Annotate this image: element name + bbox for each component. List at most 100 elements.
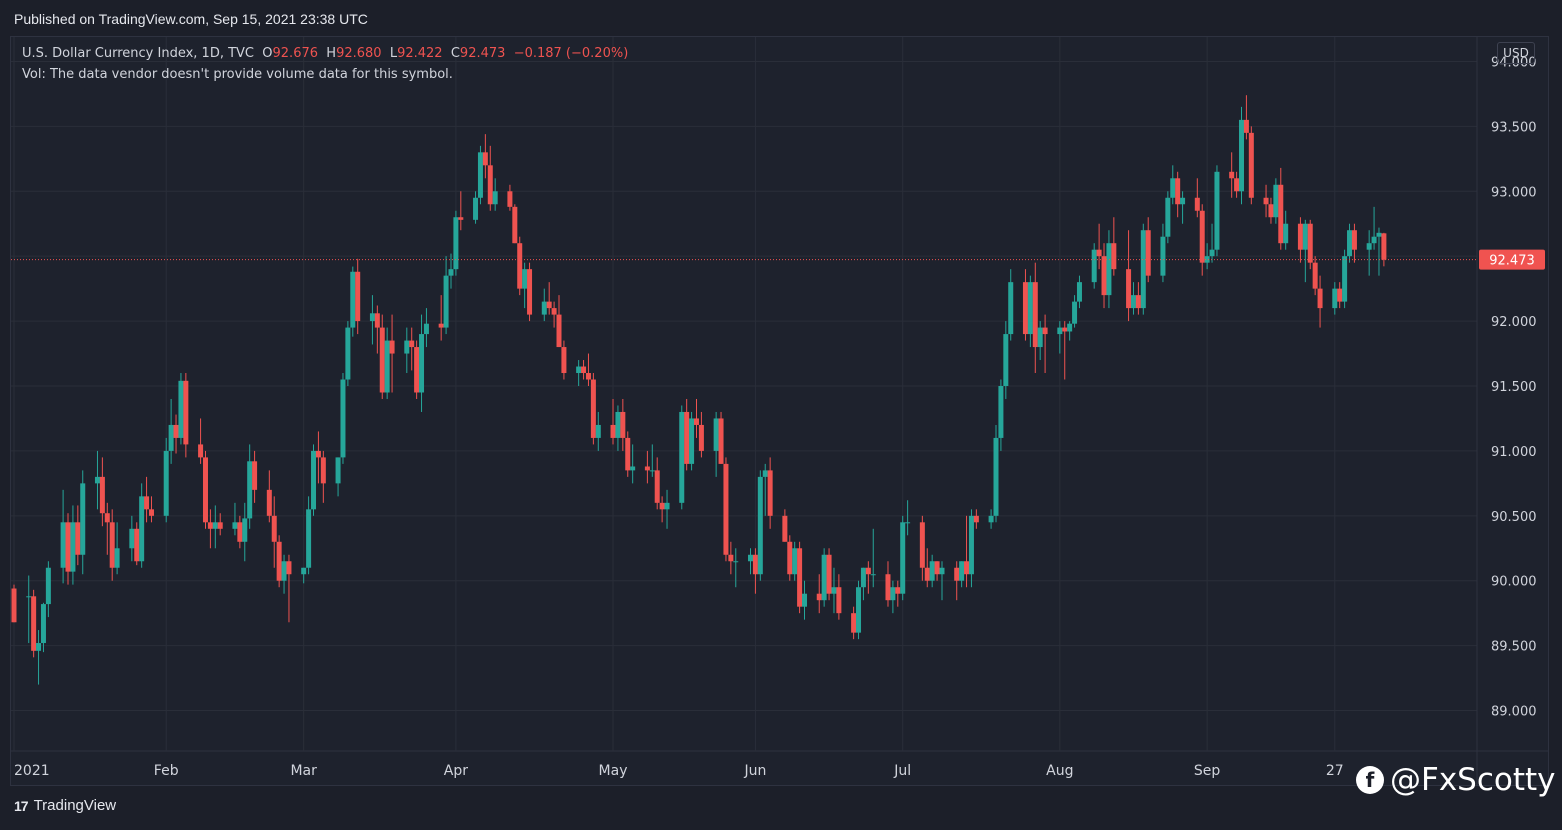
candle-body [1111,243,1117,270]
candle-body [1347,230,1353,257]
candle-body [1297,223,1303,250]
candle-body [266,489,272,516]
candle-body [183,380,189,445]
candle-body [615,411,621,438]
candle-body [1337,288,1343,302]
candle-body [1351,230,1357,250]
legend-high-value: 92.680 [336,46,382,61]
f-icon: f [1356,766,1384,794]
candle-body [968,515,974,575]
candle-body [369,313,375,322]
currency-button[interactable]: USD [1497,42,1535,64]
candle-body [1042,327,1048,335]
candle-body [26,596,32,598]
candle-body [1312,262,1318,289]
tradingview-brand-label: TradingView [33,797,117,814]
candle-body [630,466,636,471]
candle-body [345,327,351,380]
candle-body [870,574,876,576]
candle-body [610,424,616,438]
candle-body [1072,301,1078,324]
legend-ohlc-row: U.S. Dollar Currency Index, 1D, TVC O92.… [22,44,628,65]
candle-body [1130,295,1136,309]
candle-body [252,461,258,490]
candle-body [723,463,729,555]
tradingview-logo-icon: 17 [14,797,29,814]
candle-body [139,496,145,562]
candle-body [919,522,925,568]
candle-body [242,518,248,542]
candle-body [590,379,596,438]
legend-close-value: 92.473 [459,46,506,61]
candle-body [247,461,253,519]
x-tick-label: 2021 [14,763,50,779]
candle-body [1175,178,1181,205]
y-tick-label: 94.000 [1491,55,1537,70]
candle-body [1278,184,1284,244]
candle-body [1101,256,1107,296]
candle-body [1062,327,1068,332]
candle-body [1194,197,1200,211]
x-tick-label: Mar [290,763,317,779]
chart-legend: U.S. Dollar Currency Index, 1D, TVC O92.… [22,44,628,86]
candle-body [163,450,169,516]
candle-body [104,513,110,523]
candle-body [698,424,704,451]
candle-body [320,457,326,484]
candle-body [654,470,660,503]
candle-body [1273,184,1279,218]
candle-body [541,301,547,315]
chart-frame[interactable]: 94.00093.50093.00092.50092.00091.50091.0… [10,36,1549,786]
candle-body [1199,210,1205,263]
legend-open-label: O [262,46,273,61]
candle-body [998,386,1004,438]
candle-body [178,380,184,438]
candlestick-chart[interactable]: 94.00093.50093.00092.50092.00091.50091.0… [11,37,1548,785]
candle-body [1283,223,1289,244]
y-tick-label: 91.500 [1491,380,1537,395]
candle-body [1032,282,1038,348]
candle-body [1140,230,1146,309]
author-watermark: f @FxScotty [1356,762,1556,798]
y-tick-label: 89.000 [1491,705,1537,720]
y-tick-label: 93.500 [1491,120,1537,135]
candle-body [134,528,140,562]
candle-body [11,588,17,623]
candle-body [1003,334,1009,386]
candle-body [517,243,523,289]
candle-body [1214,171,1220,250]
x-tick-label: Jun [743,763,766,779]
tradingview-brand[interactable]: 17 TradingView [14,797,116,814]
candle-body [556,314,562,348]
candle-body [954,567,960,581]
candle-body [202,457,208,523]
candle-body [585,373,591,380]
candle-body [713,418,719,451]
candle-body [865,567,871,575]
candle-body [512,206,518,244]
candle-body [384,340,390,393]
candle-body [212,522,218,529]
candle-body [625,437,631,471]
candle-body [1234,178,1240,192]
candle-body [659,502,665,510]
candle-body [649,470,655,472]
candle-body [924,567,930,581]
y-tick-label: 89.500 [1491,640,1537,655]
candle-body [939,567,945,575]
candle-body [679,411,685,503]
candle-body [482,152,488,166]
legend-volume-note: Vol: The data vendor doesn't provide vol… [22,67,453,82]
candle-body [1145,230,1151,276]
candle-body [576,366,582,374]
candle-body [816,593,822,601]
candle-body [551,308,557,315]
candle-body [620,411,626,438]
candle-body [114,548,120,568]
candle-body [129,528,135,549]
candle-body [792,548,798,575]
candle-body [1229,171,1235,179]
candle-body [1106,243,1112,296]
x-tick-label: Aug [1046,763,1073,779]
candle-body [1022,282,1028,335]
